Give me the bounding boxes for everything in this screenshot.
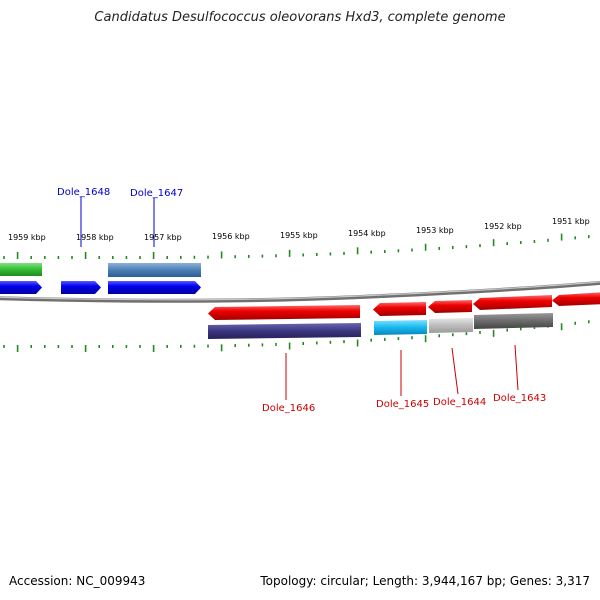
reverse-cog-bar-navy <box>208 323 361 339</box>
gene-label-dole-1644: Dole_1644 <box>433 397 486 408</box>
outer-tick-track <box>3 233 590 259</box>
reverse-cog-bar-light <box>429 318 473 333</box>
forward-genes <box>0 263 201 294</box>
gene-arrow-dole-1643 <box>473 295 552 310</box>
tick-label: 1954 kbp <box>348 229 386 238</box>
gene-label-dole-1648: Dole_1648 <box>57 187 110 198</box>
tick-label: 1953 kbp <box>416 226 454 235</box>
gene-label-dole-1646: Dole_1646 <box>262 403 315 414</box>
gene-label-dole-1645: Dole_1645 <box>376 399 429 410</box>
gene-labels: Dole_1648 Dole_1647 Dole_1646 Dole_1645 … <box>57 187 546 414</box>
tick-label: 1957 kbp <box>144 233 182 242</box>
inner-tick-track <box>3 320 590 352</box>
tick-label: 1959 kbp <box>8 233 46 242</box>
tick-label: 1958 kbp <box>76 233 114 242</box>
accession-text: Accession: NC_009943 <box>9 574 146 588</box>
reverse-genes <box>208 292 600 339</box>
forward-cog-bar-steel <box>108 263 201 277</box>
reverse-cog-bar-cyan <box>374 320 427 335</box>
gene-arrow-reverse <box>552 292 600 306</box>
tick-label: 1956 kbp <box>212 232 250 241</box>
genome-backbone <box>0 280 600 303</box>
gene-arrow-forward <box>0 281 42 294</box>
tick-labels: 1959 kbp 1958 kbp 1957 kbp 1956 kbp 1955… <box>8 217 590 242</box>
tick-label: 1955 kbp <box>280 231 318 240</box>
leader-dole-1644 <box>451 347 459 395</box>
label-leaders <box>80 197 519 400</box>
gene-arrow-dole-1646 <box>208 305 360 320</box>
genome-backbone-highlight <box>0 281 600 301</box>
tick-label: 1951 kbp <box>552 217 590 226</box>
tick-label: 1952 kbp <box>484 222 522 231</box>
gene-label-dole-1643: Dole_1643 <box>493 393 546 404</box>
reverse-cog-bar-dark <box>474 313 553 329</box>
genome-stats-text: Topology: circular; Length: 3,944,167 bp… <box>260 574 590 588</box>
genome-title: Candidatus Desulfococcus oleovorans Hxd3… <box>94 10 506 25</box>
gene-arrow-dole-1647 <box>108 281 201 294</box>
forward-cog-bar-green <box>0 263 42 276</box>
gene-arrow-dole-1645 <box>373 302 426 316</box>
gene-arrow-dole-1648 <box>61 281 101 294</box>
gene-arrow-dole-1644 <box>428 300 472 313</box>
leader-dole-1643 <box>514 344 519 391</box>
gene-label-dole-1647: Dole_1647 <box>130 188 183 199</box>
